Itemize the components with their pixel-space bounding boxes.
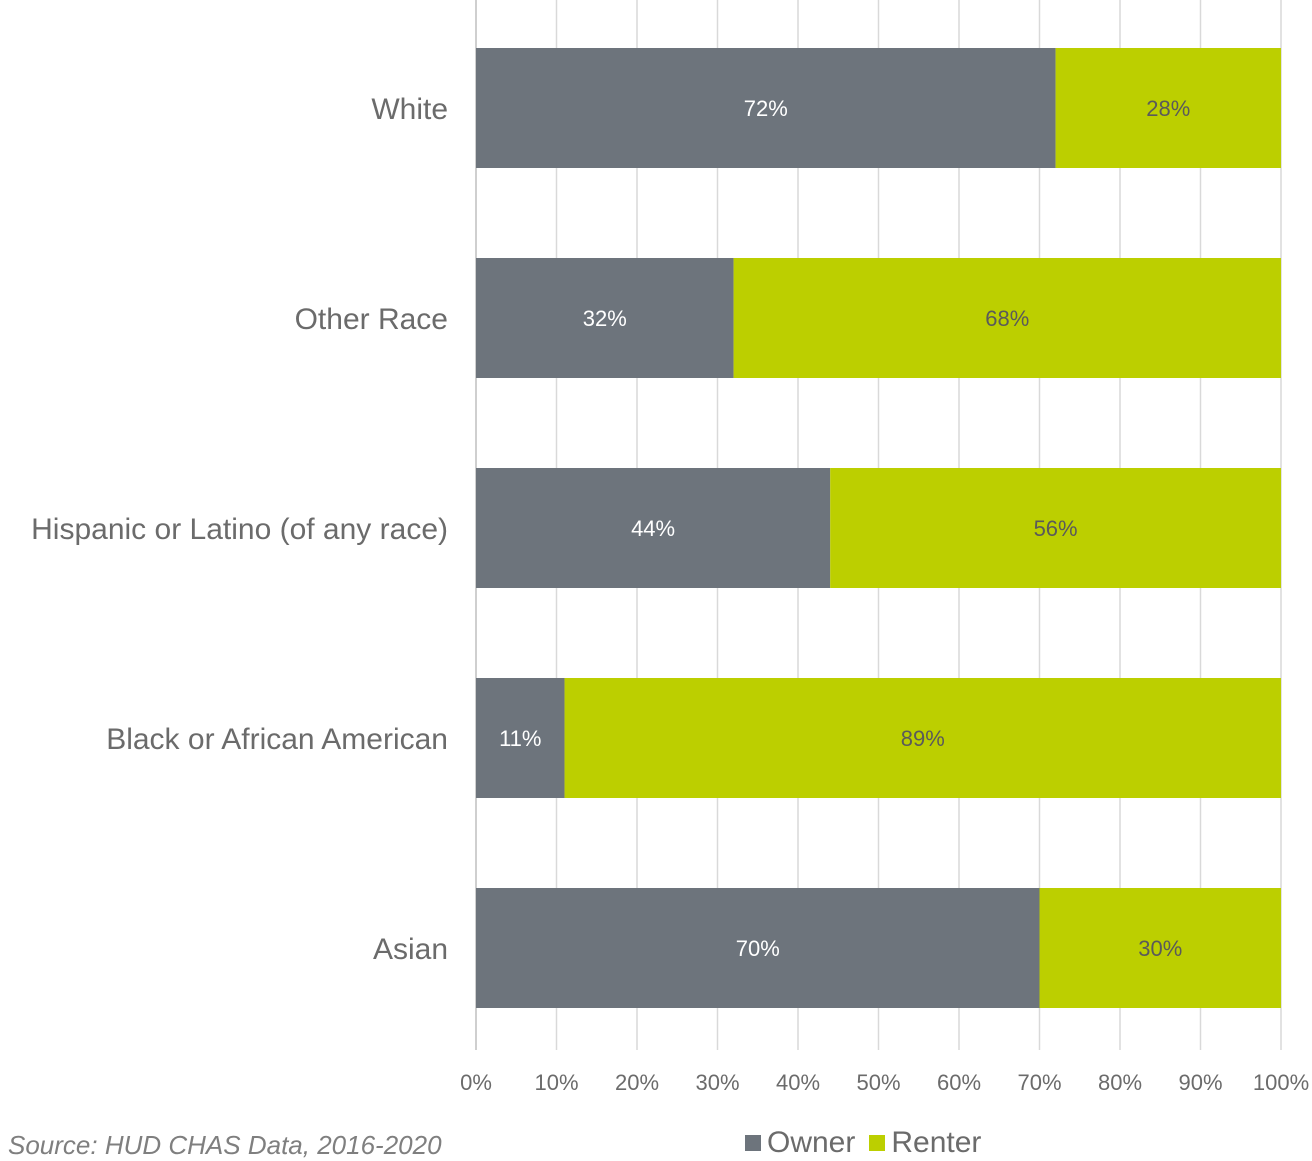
x-tick-50: 50% (856, 1070, 900, 1095)
bar-renter-black-or-african-american (564, 678, 1281, 798)
stacked-bar-chart: 72% 28% 32% 68% 44% 56% 11% 89% 70% 30% White Othe… (31, 0, 1309, 1095)
category-label-hispanic-or-latino-of-any-race: Hispanic or Latino (of any race) (31, 513, 448, 546)
bar-owner-black-or-african-american (476, 678, 565, 798)
data-label-owner-other-race: 32% (583, 306, 627, 331)
x-tick-90: 90% (1178, 1070, 1222, 1095)
legend-label-owner: Owner (767, 1126, 856, 1159)
x-tick-40: 40% (776, 1070, 820, 1095)
x-tick-100: 100% (1253, 1070, 1309, 1095)
bar-renter-hispanic-or-latino-of-any-race (830, 468, 1281, 588)
source-note: Source: HUD CHAS Data, 2016-2020 (8, 1130, 442, 1160)
data-label-owner-hispanic-or-latino-of-any-race: 44% (631, 516, 675, 541)
legend-swatch-renter (869, 1135, 886, 1151)
legend-item-owner: Owner (745, 1126, 855, 1160)
x-tick-10: 10% (534, 1070, 578, 1095)
category-label-white: White (371, 93, 448, 126)
x-tick-labels: 0% 10% 20% 30% 40% 50% 60% 70% 80% 90% 100% (460, 1070, 1309, 1095)
data-label-renter-white: 28% (1146, 96, 1190, 121)
legend-label-renter: Renter (891, 1126, 982, 1159)
bar-owner-white (476, 48, 1056, 168)
data-label-renter-asian: 30% (1138, 936, 1182, 961)
data-label-renter-black-or-african-american: 89% (901, 726, 945, 751)
x-tick-0: 0% (460, 1070, 492, 1095)
bar-renter-asian (1039, 888, 1281, 1008)
category-labels: White Other Race Hispanic or Latino (of an… (31, 93, 448, 966)
x-tick-70: 70% (1017, 1070, 1061, 1095)
bar-owner-asian (476, 888, 1040, 1008)
x-tick-20: 20% (615, 1070, 659, 1095)
data-label-renter-hispanic-or-latino-of-any-race: 56% (1034, 516, 1078, 541)
data-label-renter-other-race: 68% (985, 306, 1029, 331)
x-tick-80: 80% (1098, 1070, 1142, 1095)
category-label-asian: Asian (373, 933, 448, 966)
data-label-owner-asian: 70% (736, 936, 780, 961)
x-tick-60: 60% (937, 1070, 981, 1095)
bar-owner-hispanic-or-latino-of-any-race (476, 468, 831, 588)
legend-item-renter: Renter (869, 1126, 981, 1160)
category-label-black-or-african-american: Black or African American (106, 723, 448, 756)
bar-owner-other-race (476, 258, 734, 378)
legend: Owner Renter (745, 1126, 995, 1160)
legend-swatch-owner (745, 1135, 761, 1151)
bars: 72% 28% 32% 68% 44% 56% 11% 89% 70% 30% (476, 48, 1281, 1008)
category-label-other-race: Other Race (295, 303, 448, 336)
bar-renter-white (1055, 48, 1281, 168)
data-label-owner-black-or-african-american: 11% (499, 726, 541, 751)
data-label-owner-white: 72% (744, 96, 788, 121)
x-tick-30: 30% (695, 1070, 739, 1095)
bar-renter-other-race (733, 258, 1281, 378)
